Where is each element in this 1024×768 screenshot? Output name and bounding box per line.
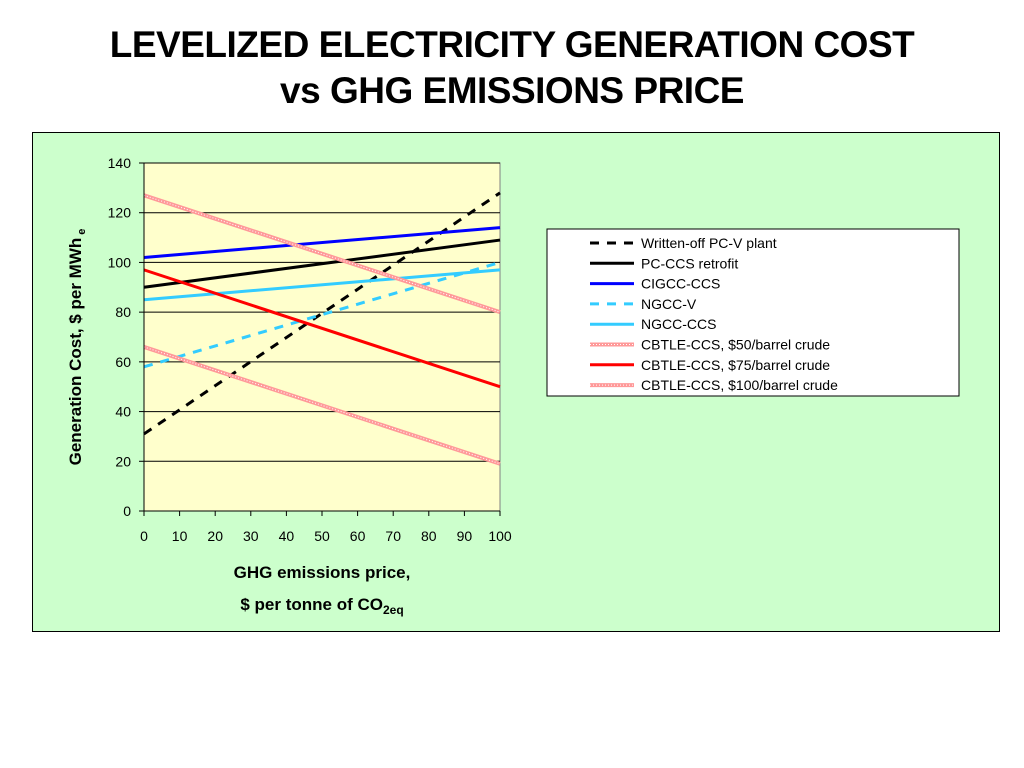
y-tick-label: 140: [108, 155, 132, 171]
x-tick-label: 100: [488, 528, 512, 544]
legend-label-cbtle-ccs-50-barrel-crude: CBTLE-CCS, $50/barrel crude: [641, 337, 830, 353]
series-lines: [143, 191, 501, 466]
x-tick-label: 90: [457, 528, 473, 544]
legend-label-cigcc-ccs: CIGCC-CCS: [641, 276, 720, 292]
x-tick-label: 40: [279, 528, 295, 544]
y-tick-label: 40: [115, 404, 131, 420]
legend: Written-off PC-V plant PC-CCS retrofit CIG…: [546, 228, 960, 397]
series-line-pc-ccs-retrofit: [143, 238, 501, 289]
title-line-1: LEVELIZED ELECTRICITY GENERATION COST: [109, 24, 915, 65]
y-tick-label: 80: [115, 304, 131, 320]
y-tick-label: 100: [108, 254, 132, 270]
x-axis-label-line-2: $ per tonne of CO2eq: [240, 595, 403, 617]
series-line-cbtle-ccs-100-barrel-crude-hatch: [143, 194, 501, 313]
legend-label-written-off-pc-v-plant: Written-off PC-V plant: [641, 235, 777, 251]
x-tick-label: 30: [243, 528, 259, 544]
x-tick-label: 20: [207, 528, 223, 544]
x-tick-label: 50: [314, 528, 330, 544]
legend-label-ngcc-ccs: NGCC-CCS: [641, 316, 716, 332]
axes: [139, 162, 501, 516]
legend-label-pc-ccs-retrofit: PC-CCS retrofit: [641, 255, 738, 271]
y-axis-label: Generation Cost, $ per MWhe: [66, 229, 88, 466]
series-line-cbtle-ccs-50-barrel-crude-hatch: [143, 346, 501, 465]
x-tick-label: 80: [421, 528, 437, 544]
tick-labels: 0 20 40 60 80 100 120 140 0 10 20 30 40 50 60 70 80 90 100: [108, 155, 512, 544]
y-tick-label: 0: [123, 503, 131, 519]
y-tick-label: 120: [108, 205, 132, 221]
legend-label-cbtle-ccs-100-barrel-crude: CBTLE-CCS, $100/barrel crude: [641, 377, 838, 393]
x-tick-label: 70: [385, 528, 401, 544]
title-line-2: vs GHG EMISSIONS PRICE: [280, 70, 744, 111]
line-chart: 0 20 40 60 80 100 120 140 0 10 20 30 40 50 60 70 80 90 100…: [66, 155, 960, 617]
series-line-ngcc-v: [143, 260, 501, 369]
legend-label-ngcc-v: NGCC-V: [641, 296, 697, 312]
y-tick-label: 20: [115, 453, 131, 469]
legend-label-cbtle-ccs-75-barrel-crude: CBTLE-CCS, $75/barrel crude: [641, 357, 830, 373]
chart-frame: 0 20 40 60 80 100 120 140 0 10 20 30 40 50 60 70 80 90 100…: [32, 132, 1000, 632]
plot-area: [143, 162, 501, 512]
x-tick-label: 60: [350, 528, 366, 544]
chart-title: LEVELIZED ELECTRICITY GENERATION COST vs…: [0, 22, 1024, 114]
series-line-cbtle-ccs-75-barrel-crude: [143, 268, 501, 389]
y-tick-label: 60: [115, 354, 131, 370]
series-line-cigcc-ccs: [143, 226, 501, 259]
legend-box: [546, 228, 960, 397]
series-line-ngcc-ccs: [143, 268, 501, 302]
x-axis-label-line-1: GHG emissions price,: [234, 563, 411, 582]
x-tick-label: 10: [172, 528, 188, 544]
x-tick-label: 0: [140, 528, 148, 544]
